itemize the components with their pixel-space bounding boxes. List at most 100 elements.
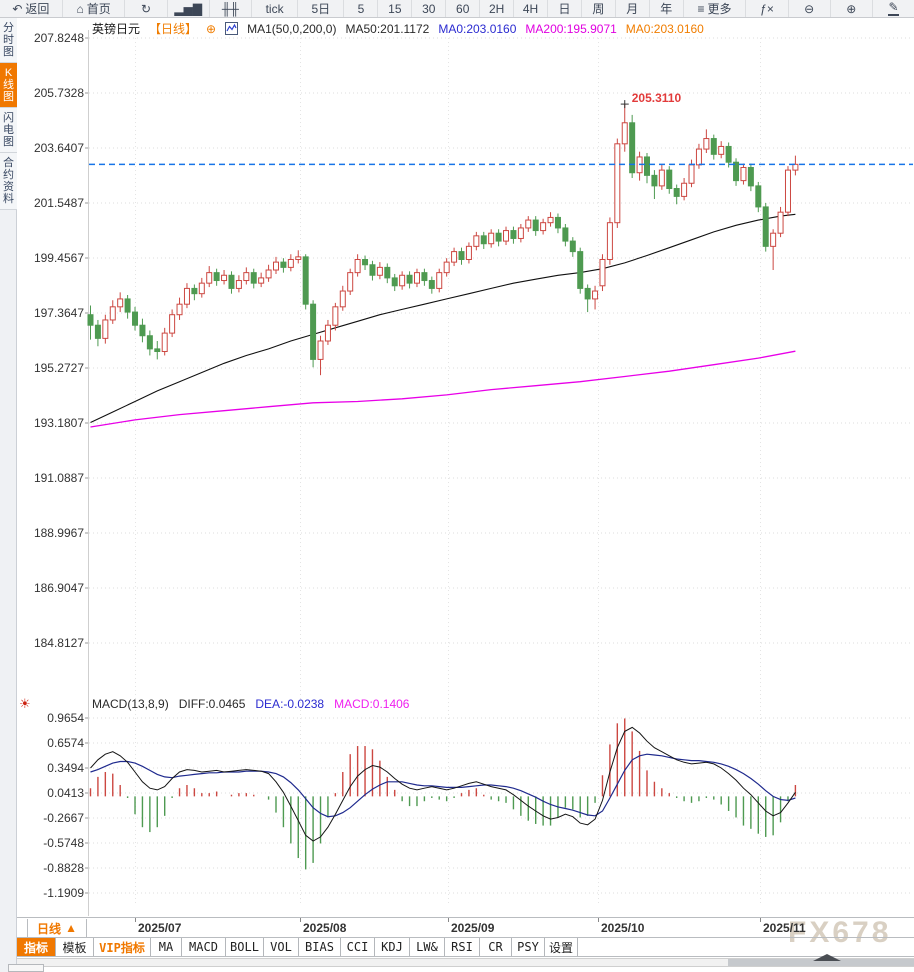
toolbar-label: 30: [422, 1, 436, 16]
interval-month-button[interactable]: 月: [616, 0, 650, 17]
sidebar-item-time-chart[interactable]: 分时图: [0, 18, 17, 63]
macd-dea-value: DEA:-0.0238: [255, 697, 325, 711]
interval-2h-button[interactable]: 2H: [480, 0, 515, 17]
svg-text:0.9654: 0.9654: [47, 711, 84, 725]
x-axis-tick: [760, 918, 761, 922]
sidebar-item-kline-chart[interactable]: K线图: [0, 63, 17, 108]
home-icon: ⌂: [76, 1, 84, 16]
interval-week-button[interactable]: 周: [582, 0, 616, 17]
refresh-button[interactable]: ↻: [125, 0, 168, 17]
interval-5-button[interactable]: 5: [344, 0, 379, 17]
left-sidebar: 分时图 K线图 闪电图 合约资料: [0, 18, 17, 972]
macd-title: MACD(13,8,9): [92, 697, 169, 711]
toolbar-label: 日: [558, 2, 571, 16]
sidebar-item-lightning-chart[interactable]: 闪电图: [0, 108, 17, 153]
scrollbar-thumb[interactable]: [728, 959, 914, 966]
period-label: 日线: [37, 921, 62, 936]
more-button[interactable]: ≡ 更多: [684, 0, 747, 17]
x-axis-row: 日线 ▲ 2025/07 2025/08 2025/09 2025/10 2025/11: [17, 917, 914, 937]
candles-layer: [87, 104, 799, 376]
zoom-in-button[interactable]: ⊕: [831, 0, 873, 17]
toolbar-label: 15: [388, 1, 402, 16]
sidebar-item-contract-info[interactable]: 合约资料: [0, 153, 17, 210]
macd-diff-value: DIFF:0.0465: [178, 697, 246, 711]
period-tag[interactable]: 【日线】: [149, 22, 198, 36]
x-axis-date-label: 2025/10: [601, 921, 645, 935]
macd-value: MACD:0.1406: [334, 697, 410, 711]
x-axis-date-label: 2025/08: [303, 921, 347, 935]
toolbar-label: 月: [626, 2, 639, 16]
home-button[interactable]: ⌂ 首页: [63, 0, 126, 17]
svg-text:201.5487: 201.5487: [34, 196, 84, 210]
toolbar-label: 5日: [311, 2, 331, 16]
chart-style-button[interactable]: ▂▅▇: [168, 0, 210, 17]
svg-text:203.6407: 203.6407: [34, 141, 84, 155]
indicator-panel-button[interactable]: ╫╫: [210, 0, 252, 17]
toolbar-label: 4H: [522, 1, 539, 16]
svg-text:195.2727: 195.2727: [34, 361, 84, 375]
interval-year-button[interactable]: 年: [650, 0, 684, 17]
svg-text:-0.5748: -0.5748: [43, 836, 84, 850]
formula-button[interactable]: ƒ×: [746, 0, 789, 17]
tab-indicator[interactable]: 指标: [17, 938, 56, 956]
interval-tick-button[interactable]: tick: [252, 0, 299, 17]
mini-chart-icon[interactable]: [225, 22, 239, 35]
x-axis-tick: [135, 918, 136, 922]
interval-30-button[interactable]: 30: [412, 0, 447, 17]
tab-settings[interactable]: 设置: [545, 938, 578, 956]
tab-psy[interactable]: PSY: [512, 938, 545, 956]
tab-vip-indicator[interactable]: VIP指标: [94, 938, 151, 956]
svg-text:0.3494: 0.3494: [47, 761, 84, 775]
back-button[interactable]: ↶ 返回: [0, 0, 63, 17]
fx-icon: ƒ×: [760, 1, 774, 16]
ma50-value: MA50:201.1172: [345, 21, 430, 36]
bar-chart-icon: ▂▅▇: [174, 1, 203, 16]
svg-text:0.6574: 0.6574: [47, 736, 84, 750]
period-selector[interactable]: 日线 ▲: [27, 919, 87, 937]
zoom-out-icon: ⊖: [804, 1, 815, 16]
tab-bias[interactable]: BIAS: [299, 938, 341, 956]
interval-60-button[interactable]: 60: [446, 0, 481, 17]
x-axis-date-label: 2025/07: [138, 921, 182, 935]
zoom-out-button[interactable]: ⊖: [789, 0, 831, 17]
tab-vol[interactable]: VOL: [264, 938, 299, 956]
sliders-icon: ╫╫: [221, 1, 239, 16]
ma-settings-label: MA1(50,0,200,0): [247, 21, 337, 36]
toolbar-label: 5: [357, 1, 365, 16]
high-price-label: 205.3110: [632, 91, 682, 105]
toolbar-label: 年: [660, 2, 673, 16]
ma0-blue-value: MA0:203.0160: [438, 21, 517, 36]
tab-cr[interactable]: CR: [480, 938, 512, 956]
interval-5d-button[interactable]: 5日: [298, 0, 345, 17]
interval-day-button[interactable]: 日: [548, 0, 582, 17]
tab-macd[interactable]: MACD: [182, 938, 226, 956]
tab-rsi[interactable]: RSI: [445, 938, 480, 956]
pencil-icon: ✎: [888, 0, 899, 16]
tab-cci[interactable]: CCI: [341, 938, 375, 956]
tab-kdj[interactable]: KDJ: [375, 938, 410, 956]
toolbar-label: tick: [265, 1, 284, 16]
chart-canvas[interactable]: 207.8248 205.7328 203.6407 201.5487 199.4567…: [0, 0, 914, 917]
indicator-sun-icon[interactable]: ☀: [19, 696, 31, 711]
tab-lw[interactable]: LW&: [410, 938, 445, 956]
interval-15-button[interactable]: 15: [378, 0, 413, 17]
horizontal-scrollbar[interactable]: [17, 954, 914, 967]
draw-button[interactable]: ✎: [873, 0, 914, 17]
watermark: FX678: [788, 916, 892, 949]
svg-text:191.0887: 191.0887: [34, 471, 84, 485]
y-axis-labels: 207.8248 205.7328 203.6407 201.5487 199.4567…: [34, 31, 84, 900]
x-axis-date-label: 2025/09: [451, 921, 495, 935]
partial-bottom-tab: [8, 964, 44, 972]
scrollbar-handle-icon[interactable]: [813, 954, 841, 961]
tab-boll[interactable]: BOLL: [226, 938, 264, 956]
up-triangle-icon: ▲: [65, 921, 77, 935]
circle-plus-icon[interactable]: ⊕: [206, 21, 217, 36]
interval-4h-button[interactable]: 4H: [514, 0, 548, 17]
top-toolbar: ↶ 返回 ⌂ 首页 ↻ ▂▅▇ ╫╫ tick 5日 5 15 30 60 2H 4H 日周月 年 ≡ 更多 ƒ× ⊖ ⊕…: [0, 0, 914, 18]
chart-header: 英镑日元 【日线】 ⊕ MA1(50,0,200,0) MA50:201.117…: [92, 21, 704, 37]
tab-template[interactable]: 模板: [56, 938, 94, 956]
macd-header: MACD(13,8,9) DIFF:0.0465 DEA:-0.0238 MAC…: [92, 697, 409, 711]
macd-diff-line: [90, 726, 796, 842]
svg-text:-1.1909: -1.1909: [43, 886, 84, 900]
tab-ma[interactable]: MA: [151, 938, 182, 956]
